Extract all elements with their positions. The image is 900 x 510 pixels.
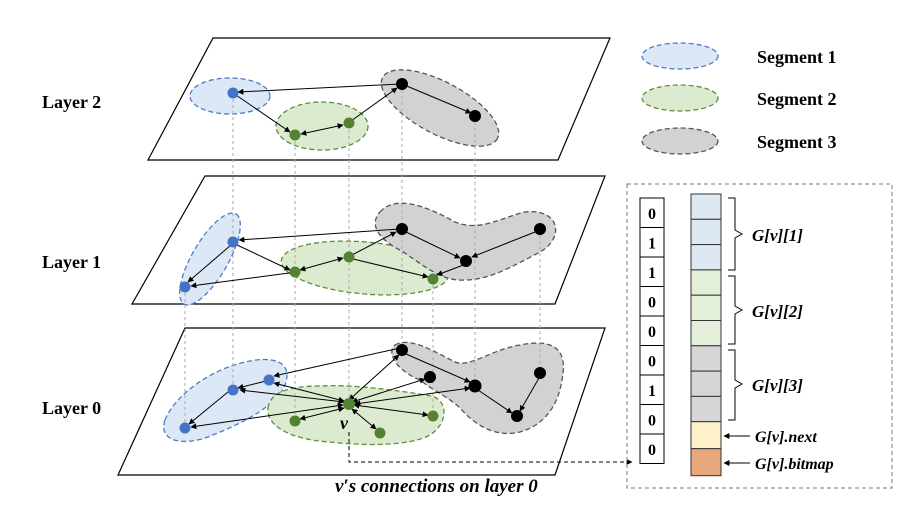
next-cell	[690, 421, 722, 450]
node	[227, 384, 239, 396]
segment-braces	[728, 197, 744, 421]
bitmap-bit: 0	[648, 442, 656, 459]
node	[179, 422, 191, 434]
node	[469, 110, 481, 122]
node	[396, 223, 408, 235]
graph-edges	[187, 83, 540, 430]
layer-0-label: Layer 0	[42, 398, 101, 418]
node-v	[343, 398, 355, 410]
bitmap-cell	[639, 256, 665, 287]
g-v-seg1-label: G[v][1]	[752, 226, 803, 245]
bitmap-bit: 1	[648, 383, 656, 400]
seg3-cell	[690, 370, 722, 397]
node	[468, 379, 482, 393]
layer-2-label: Layer 2	[42, 92, 101, 112]
g-v-seg3-label: G[v][3]	[752, 376, 803, 395]
bitmap-cell	[639, 345, 665, 376]
seg2-cell	[690, 269, 722, 296]
connection-pointer	[348, 432, 633, 465]
bitmap-bit: 0	[648, 206, 656, 223]
bitmap-bit: 1	[648, 235, 656, 252]
bitmap-bit: 0	[648, 353, 656, 370]
vertex-v-label: v	[340, 413, 349, 433]
bitmap-pointer-cell	[690, 448, 722, 477]
bitmap-bit: 0	[648, 324, 656, 341]
node	[343, 251, 355, 263]
node	[396, 78, 408, 90]
node	[289, 415, 301, 427]
layer-2-segment-2-region	[275, 101, 369, 151]
bitmap-cell	[639, 374, 665, 405]
g-v-seg2-label: G[v][2]	[752, 302, 803, 321]
node	[289, 129, 301, 141]
node	[534, 367, 546, 379]
layer-1-segment-3-region	[374, 202, 557, 281]
g-v-bitmap-label: G[v].bitmap	[755, 456, 834, 473]
bitmap-cell	[639, 433, 665, 464]
neighbor-cells	[690, 193, 722, 477]
legend-segment-2-label: Segment 2	[757, 89, 837, 109]
g-v-next-label: G[v].next	[755, 429, 817, 446]
bitmap-bit: 0	[648, 294, 656, 311]
adjacency-storage-panel: 0 1 1 0 0 0 1 0 0 G[v][1] G[v][2] G[v][3] G[v].n…	[626, 183, 893, 489]
legend-segment-3-swatch	[641, 127, 719, 155]
seg1-cell	[690, 244, 722, 271]
legend-segment-3-label: Segment 3	[757, 132, 837, 152]
layer-1-segment-1-region	[179, 212, 241, 306]
bitmap-cell	[639, 227, 665, 258]
bitmap-bit: 1	[648, 265, 656, 282]
layer-0-segment-2-region	[267, 384, 445, 446]
node	[289, 266, 301, 278]
node	[227, 87, 239, 99]
seg1-cell	[690, 218, 722, 246]
node	[396, 344, 408, 356]
layer-1-label: Layer 1	[42, 252, 101, 272]
storage-panel-border	[626, 183, 893, 489]
node	[427, 273, 439, 285]
node	[227, 236, 239, 248]
node	[263, 374, 275, 386]
seg2-cell	[690, 320, 722, 347]
layer-2-segment-3-region	[380, 69, 500, 147]
node	[427, 410, 439, 422]
connections-caption: v′s connections on layer 0	[335, 476, 538, 497]
seg2-cell	[690, 294, 722, 322]
legend-segment-1-swatch	[641, 42, 719, 70]
seg3-cell	[690, 395, 722, 423]
seg1-cell	[690, 193, 722, 220]
node	[179, 281, 191, 293]
node	[424, 371, 436, 383]
bitmap-cell	[639, 404, 665, 435]
bitmap-column: 0 1 1 0 0 0 1 0 0	[639, 197, 665, 464]
node	[374, 427, 386, 439]
legend: Segment 1 Segment 2 Segment 3	[641, 42, 837, 155]
bitmap-bit: 0	[648, 412, 656, 429]
graph-nodes	[179, 78, 546, 439]
legend-segment-1-label: Segment 1	[757, 47, 837, 67]
node	[460, 255, 472, 267]
legend-segment-2-swatch	[641, 84, 719, 112]
node	[343, 117, 355, 129]
node	[511, 410, 523, 422]
node	[534, 223, 546, 235]
seg3-cell	[690, 345, 722, 372]
